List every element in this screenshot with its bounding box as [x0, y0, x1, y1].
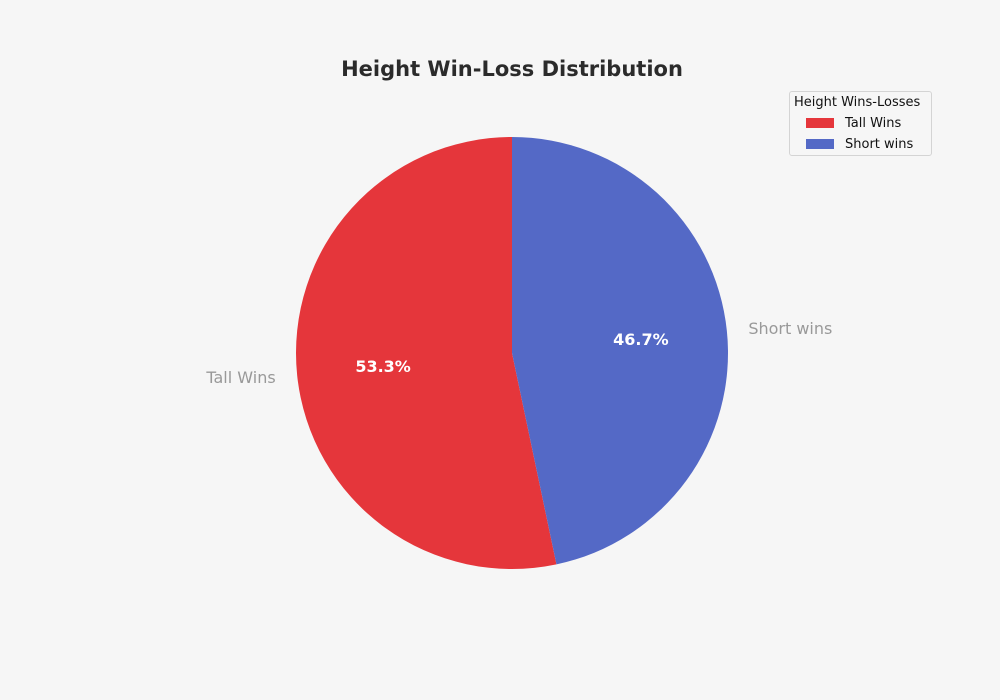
pie-percent-label-short-wins: 46.7%: [613, 330, 669, 349]
legend-item-short-wins: Short wins: [806, 136, 913, 152]
chart-title: Height Win-Loss Distribution: [341, 57, 683, 81]
pie-percent-label-tall-wins: 53.3%: [355, 357, 411, 376]
pie-slice-tall-wins: [295, 137, 557, 569]
legend-item-tall-wins: Tall Wins: [806, 115, 901, 131]
pie-category-label-tall-wins: Tall Wins: [205, 368, 275, 387]
legend-label-short-wins: Short wins: [845, 136, 914, 152]
legend-swatch-tall-wins: [806, 118, 834, 128]
legend-swatch-short-wins: [806, 139, 834, 149]
pie-slices: [295, 137, 728, 569]
legend-label-tall-wins: Tall Wins: [845, 115, 902, 131]
pie-labels: 53.3% Tall Wins 46.7% Short wins: [205, 319, 832, 387]
legend-title: Height Wins-Losses: [794, 95, 921, 110]
pie-slice-short-wins: [512, 137, 728, 565]
legend: Height Wins-Losses Tall Wins Short wins: [789, 91, 932, 156]
pie-category-label-short-wins: Short wins: [748, 319, 832, 338]
